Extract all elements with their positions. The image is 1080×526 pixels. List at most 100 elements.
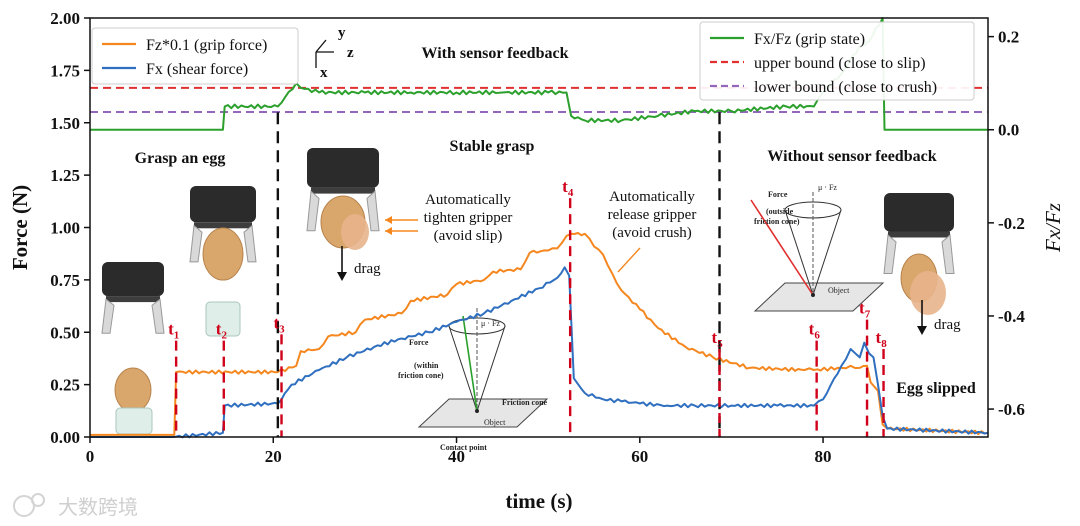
y-left-tick-label: 1.50 — [50, 114, 80, 133]
x-axis-label: time (s) — [505, 489, 572, 513]
object-plane — [417, 398, 549, 428]
event-label-letter: t — [562, 177, 568, 196]
event-label-subscript: 3 — [279, 323, 285, 335]
tighten-arrow-heads — [385, 216, 392, 235]
gripper-finger-left — [306, 190, 320, 232]
gripper-finger-left — [883, 233, 897, 274]
gripper-plate — [311, 187, 375, 194]
cone-in-contact: Contact point — [440, 443, 487, 452]
release-text-line: Automatically — [609, 189, 695, 205]
event-label-t8: t8 — [876, 328, 888, 350]
gripper-finger-left — [189, 224, 203, 263]
contact-point-dot — [811, 293, 815, 297]
gripper-body — [307, 148, 379, 188]
y-left-tick-label: 0.25 — [50, 376, 80, 395]
legend-label: Fx (shear force) — [146, 61, 248, 78]
y-left-tick-label: 0.50 — [50, 323, 80, 342]
axes: 0 20 40 60 800.000.250.500.751.001.251.501.7… — [8, 9, 1065, 513]
cone-out-object: Object — [828, 286, 850, 295]
watermark-icon-dot — [31, 493, 45, 507]
legend-label: Fx/Fz (grip state) — [754, 31, 865, 48]
event-label-subscript: 8 — [881, 338, 887, 350]
without-feedback-title: Without sensor feedback — [767, 148, 936, 165]
axes-glyph-y: y — [338, 25, 346, 41]
gripper-finger-right — [941, 233, 955, 274]
grasp-egg-label: Grasp an egg — [135, 150, 226, 167]
legend-label: Fz*0.1 (grip force) — [146, 37, 267, 54]
event-label-t5: t5 — [712, 328, 724, 350]
stable-grasp-label: Stable grasp — [450, 138, 535, 155]
event-label-letter: t — [809, 320, 815, 339]
x-tick-label: 40 — [448, 447, 465, 466]
cone-in-force-label: Force — [409, 338, 429, 347]
y-left-tick-label: 1.00 — [50, 219, 80, 238]
legend-box — [699, 21, 975, 101]
gripper-body — [190, 186, 256, 223]
egg-slipped-label: Egg slipped — [896, 380, 976, 397]
bottle-top-image — [205, 301, 241, 337]
event-label-t4: t4 — [562, 177, 574, 199]
cone-in-object: Object — [484, 418, 506, 427]
drag-label-2: drag — [934, 317, 961, 333]
egg-on-bottle-image — [114, 367, 152, 413]
contact-point-dot — [475, 409, 479, 413]
y-left-tick-label: 1.25 — [50, 166, 80, 185]
force-arrow — [462, 315, 478, 412]
cone-in-within-1: (within — [414, 361, 439, 370]
bottle-image — [115, 407, 153, 435]
annotations: With sensor feedback Grasp an egg Stable g… — [135, 25, 976, 452]
event-label-letter: t — [876, 328, 882, 347]
y-right-tick-label: 0.2 — [998, 28, 1019, 47]
gripper-plate — [888, 231, 950, 238]
x-tick-label: 0 — [86, 447, 95, 466]
axes-glyph — [315, 39, 334, 68]
event-label-subscript: 7 — [865, 309, 871, 321]
gripper-plate — [194, 222, 252, 229]
event-label-letter: t — [859, 299, 865, 318]
y-right-tick-label: -0.6 — [998, 400, 1025, 419]
tighten-text-line: (avoid slip) — [434, 228, 503, 244]
event-label-letter: t — [168, 320, 174, 339]
hand-image — [910, 271, 946, 315]
y-right-tick-label: -0.2 — [998, 214, 1025, 233]
gripper-finger-right — [243, 224, 257, 263]
watermark-text: 大数跨境 — [58, 495, 138, 519]
object-plane — [753, 282, 885, 312]
event-label-subscript: 2 — [221, 330, 227, 342]
y-right-tick-label: -0.4 — [998, 307, 1025, 326]
finger-image — [341, 214, 369, 250]
x-tick-label: 20 — [265, 447, 282, 466]
gripper-finger-right — [366, 190, 380, 232]
series-line-2 — [90, 266, 989, 439]
y-right-tick-label: 0.0 — [998, 121, 1019, 140]
event-label-t3: t3 — [274, 313, 286, 335]
cone-out-force-label: Force — [768, 190, 788, 199]
legend-grip-state: Fx/Fz (grip state) upper bound (close to … — [699, 21, 975, 101]
cone-inside-inset — [417, 308, 549, 428]
legends: Fz*0.1 (grip force) Fx (shear force) Fx/Fz… — [13, 21, 975, 519]
event-label-t1: t1 — [168, 320, 179, 342]
gripper-body — [884, 193, 954, 232]
data-series — [90, 17, 989, 439]
event-label-subscript: 6 — [814, 330, 820, 342]
gripper-body — [102, 262, 164, 297]
cone-in-mu-label: μ · Fz — [481, 319, 500, 328]
egg-in-gripper-image — [202, 227, 244, 281]
y-left-tick-label: 0.75 — [50, 271, 80, 290]
gripper-plate — [106, 296, 160, 303]
event-label-t6: t6 — [809, 320, 821, 342]
series-line-1 — [90, 231, 989, 436]
event-label-t7: t7 — [859, 299, 871, 321]
x-tick-label: 80 — [815, 447, 832, 466]
gripper-without-feedback-image — [883, 193, 955, 274]
y-left-tick-label: 0.00 — [50, 428, 80, 447]
event-label-subscript: 4 — [568, 187, 574, 199]
cone-out-outside-2: friction cone) — [754, 217, 800, 226]
legend-forces: Fz*0.1 (grip force) Fx (shear force) — [91, 27, 299, 85]
photo-insets — [101, 148, 955, 435]
drag-arrow-head-1 — [337, 272, 347, 281]
drag-arrow-head-2 — [917, 326, 927, 335]
event-label-letter: t — [216, 320, 222, 339]
gripper-finger-left — [101, 298, 115, 334]
